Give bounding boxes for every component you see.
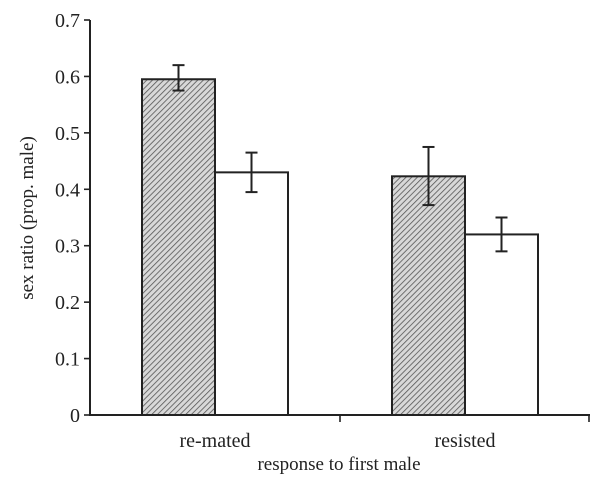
y-tick-label: 0.7 [55, 10, 80, 32]
bar-re-mated-0 [141, 78, 216, 416]
y-ticks-layer: 0 0.1 0.2 0.3 0.4 0.5 0.6 0.7 [55, 10, 90, 427]
y-tick-label: 0.6 [55, 66, 80, 88]
error-bar-re-mated-1 [245, 151, 258, 194]
y-axis-title: sex ratio (prop. male) [17, 136, 38, 300]
x-tick-label: re-mated [179, 430, 250, 452]
error-bar-re-mated-0 [172, 64, 185, 92]
error-bars-layer [172, 64, 508, 253]
x-ticks-layer: re-mated resisted [179, 415, 590, 452]
bar-re-mated-1 [214, 171, 289, 416]
error-bar-resisted-0 [422, 145, 435, 207]
y-tick-label: 0 [70, 405, 80, 427]
bars-layer [141, 78, 539, 416]
bar-resisted-1 [464, 233, 539, 416]
y-tick-label: 0.5 [55, 123, 80, 145]
bar-resisted-0 [391, 175, 466, 416]
y-tick-label: 0.4 [55, 179, 80, 201]
x-axis-title: response to first male [257, 454, 420, 475]
y-tick-label: 0.1 [55, 349, 80, 371]
error-bar-resisted-1 [495, 216, 508, 253]
y-tick-label: 0.3 [55, 236, 80, 258]
x-tick-label: resisted [434, 430, 495, 452]
y-tick-label: 0.2 [55, 292, 80, 314]
